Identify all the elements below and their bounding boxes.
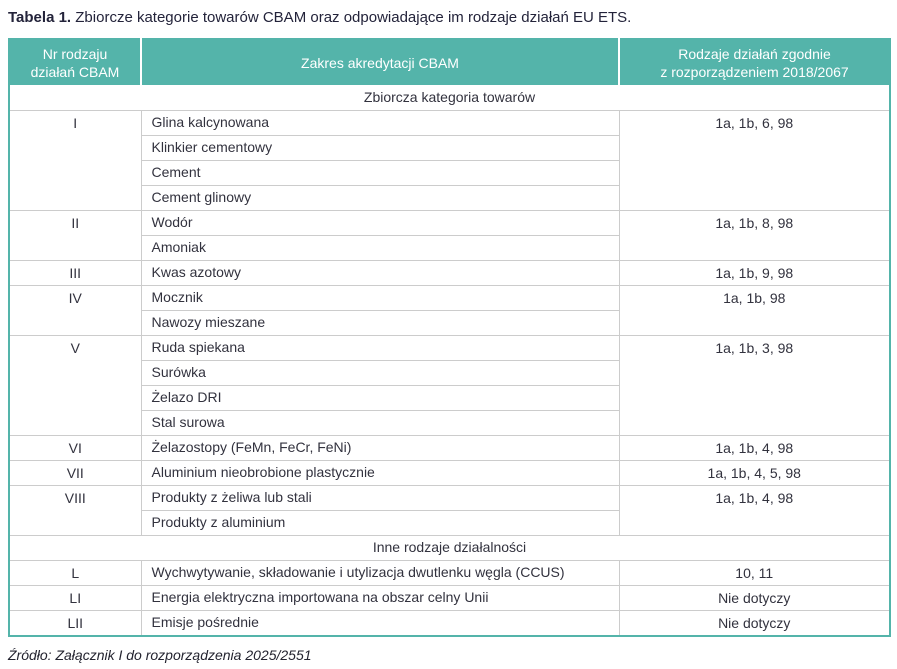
header-cell-nr-rodzaju: Nr rodzaju działań CBAM <box>9 39 141 85</box>
codes-cell: 1a, 1b, 6, 98 <box>618 109 891 211</box>
codes-cell: 1a, 1b, 4, 98 <box>618 434 891 461</box>
group-nr-cell: IV <box>8 284 142 336</box>
product-cell: Cement glinowy <box>140 184 620 211</box>
section-header-cell: Zbiorcza kategoria towarów <box>8 85 891 111</box>
table-row: L Wychwytywanie, składowanie i utylizacja… <box>8 559 891 586</box>
group-nr-cell: LII <box>8 609 142 636</box>
table-row: II Wodór 1a, 1b, 8, 98 <box>8 209 891 261</box>
product-cell: Cement <box>140 159 620 186</box>
product-cell: Aluminium nieobrobione plastycznie <box>140 459 620 486</box>
product-cell: Nawozy mieszane <box>140 309 620 336</box>
section-header-cell: Inne rodzaje działalności <box>8 534 891 561</box>
codes-cell: 10, 11 <box>618 559 891 586</box>
codes-cell: 1a, 1b, 8, 98 <box>618 209 891 261</box>
table-row: Produkty z aluminium <box>9 509 890 536</box>
product-cell: Mocznik <box>140 284 620 311</box>
table-row: VIII Produkty z żeliwa lub stali 1a, 1b, 4… <box>8 484 891 536</box>
group-nr-cell: I <box>8 109 142 211</box>
codes-cell: 1a, 1b, 9, 98 <box>618 259 891 286</box>
table-row: Żelazo DRI <box>9 384 890 411</box>
table-row: Stal surowa <box>9 409 890 436</box>
section-header-row: Inne rodzaje działalności <box>8 534 891 561</box>
table-caption-text: Zbiorcze kategorie towarów CBAM oraz odp… <box>75 9 632 26</box>
product-cell: Surówka <box>140 359 620 386</box>
codes-cell: 1a, 1b, 4, 98 <box>618 484 891 536</box>
table-row: Amoniak <box>9 234 890 261</box>
table-caption-label: Tabela 1. <box>8 9 72 26</box>
product-cell: Żelazo DRI <box>140 384 620 411</box>
table-row: Klinkier cementowy <box>9 134 890 161</box>
product-cell: Kwas azotowy <box>140 259 620 286</box>
codes-cell: 1a, 1b, 4, 5, 98 <box>618 459 891 486</box>
product-cell: Stal surowa <box>140 409 620 436</box>
product-cell: Produkty z żeliwa lub stali <box>140 484 620 511</box>
source-note: Źródło: Załącznik I do rozporządzenia 20… <box>8 646 312 663</box>
group-nr-cell: II <box>8 209 142 261</box>
codes-cell: Nie dotyczy <box>618 584 891 611</box>
table-row: V Ruda spiekana 1a, 1b, 3, 98 <box>8 334 891 436</box>
table-row: VII Aluminium nieobrobione plastycznie 1a,… <box>8 459 891 486</box>
codes-cell: 1a, 1b, 98 <box>618 284 891 336</box>
product-cell: Energia elektryczna importowana na obsza… <box>140 584 620 611</box>
product-cell: Amoniak <box>140 234 620 261</box>
group-nr-cell: III <box>8 259 142 286</box>
section-header-row: Zbiorcza kategoria towarów <box>8 85 891 111</box>
table-row: VI Żelazostopy (FeMn, FeCr, FeNi) 1a, 1b, … <box>8 434 891 461</box>
table-body: Zbiorcza kategoria towarów I Glina kalcyno… <box>8 85 891 636</box>
group-nr-cell: VIII <box>8 484 142 536</box>
group-nr-cell: V <box>8 334 142 436</box>
product-cell: Żelazostopy (FeMn, FeCr, FeNi) <box>140 434 620 461</box>
product-cell: Ruda spiekana <box>140 334 620 361</box>
header-row: Nr rodzaju działań CBAM Zakres akredytac… <box>9 39 890 85</box>
header-cell-rodzaje-dzialan: Rodzaje działań zgodnie z rozporządzenie… <box>618 39 890 85</box>
table-row: LII Emisje pośrednie Nie dotyczy <box>8 609 891 636</box>
table-row: I Glina kalcynowana 1a, 1b, 6, 98 <box>8 109 891 211</box>
product-cell: Wychwytywanie, składowanie i utylizacja … <box>140 559 620 586</box>
product-cell: Emisje pośrednie <box>140 609 620 636</box>
table-row: Surówka <box>9 359 890 386</box>
table-row: III Kwas azotowy 1a, 1b, 9, 98 <box>8 259 891 286</box>
group-nr-cell: VII <box>8 459 142 486</box>
codes-cell: Nie dotyczy <box>618 609 891 636</box>
table-row: LI Energia elektryczna importowana na obs… <box>8 584 891 611</box>
table-caption: Tabela 1. Zbiorcze kategorie towarów CBA… <box>8 8 889 27</box>
codes-cell: 1a, 1b, 3, 98 <box>618 334 891 436</box>
group-nr-cell: LI <box>8 584 142 611</box>
table-row: IV Mocznik 1a, 1b, 98 <box>8 284 891 336</box>
product-cell: Klinkier cementowy <box>140 134 620 161</box>
group-nr-cell: VI <box>8 434 142 461</box>
group-nr-cell: L <box>8 559 142 586</box>
header-cell-zakres-akredytacji: Zakres akredytacji CBAM <box>140 39 619 85</box>
product-cell: Glina kalcynowana <box>140 109 620 136</box>
table-row: Nawozy mieszane <box>9 309 890 336</box>
cbam-categories-table: Nr rodzaju działań CBAM Zakres akredytac… <box>8 38 891 637</box>
product-cell: Produkty z aluminium <box>140 509 620 536</box>
product-cell: Wodór <box>140 209 620 236</box>
